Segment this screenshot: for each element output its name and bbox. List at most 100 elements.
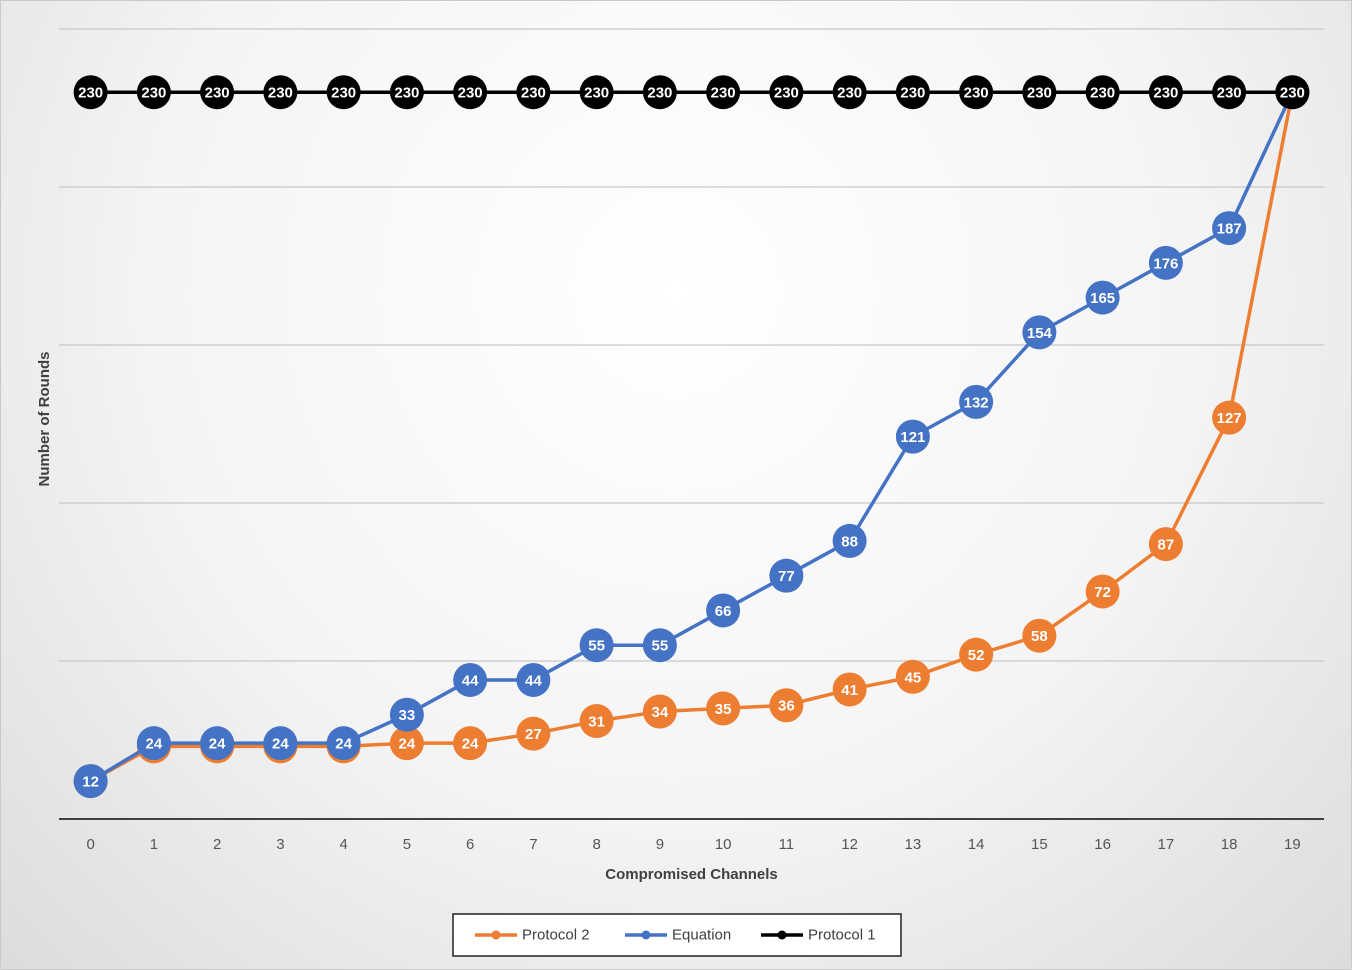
data-point bbox=[1085, 574, 1120, 609]
legend-marker bbox=[491, 930, 501, 940]
data-label: 132 bbox=[964, 394, 989, 411]
data-point bbox=[389, 726, 424, 761]
data-point bbox=[453, 75, 488, 110]
legend: Protocol 2 Equation Protocol 1 bbox=[452, 913, 902, 957]
x-tick-label: 19 bbox=[1284, 836, 1301, 853]
data-label: 24 bbox=[462, 736, 479, 753]
data-point bbox=[895, 659, 930, 694]
data-label: 24 bbox=[146, 736, 163, 753]
legend-label: Protocol 2 bbox=[522, 927, 590, 944]
data-label: 230 bbox=[1090, 85, 1115, 102]
data-point bbox=[1275, 75, 1310, 110]
data-point bbox=[326, 75, 361, 110]
data-point bbox=[706, 75, 741, 110]
x-tick-label: 15 bbox=[1031, 836, 1048, 853]
data-point bbox=[1022, 315, 1057, 350]
data-label: 230 bbox=[647, 85, 672, 102]
legend-box bbox=[452, 913, 902, 957]
legend-marker bbox=[641, 930, 651, 940]
data-point bbox=[516, 662, 551, 697]
data-label: 230 bbox=[774, 85, 799, 102]
data-point bbox=[453, 662, 488, 697]
data-label: 31 bbox=[588, 714, 605, 731]
data-label: 55 bbox=[652, 638, 669, 655]
x-tick-label: 8 bbox=[592, 836, 600, 853]
gridlines bbox=[59, 28, 1324, 662]
data-label: 165 bbox=[1090, 290, 1115, 307]
x-tick-label: 6 bbox=[466, 836, 474, 853]
data-label: 230 bbox=[458, 85, 483, 102]
data-label: 230 bbox=[1153, 85, 1178, 102]
data-label: 127 bbox=[1217, 410, 1242, 427]
data-point bbox=[200, 75, 235, 110]
data-point bbox=[642, 694, 677, 729]
series-line bbox=[89, 91, 1295, 783]
data-label: 230 bbox=[1280, 85, 1305, 102]
x-tick-label: 7 bbox=[529, 836, 537, 853]
x-tick-label: 5 bbox=[403, 836, 411, 853]
data-label: 24 bbox=[399, 736, 416, 753]
data-point bbox=[1022, 75, 1057, 110]
data-label: 88 bbox=[841, 533, 858, 550]
x-tick-label: 18 bbox=[1221, 836, 1238, 853]
data-label: 154 bbox=[1027, 325, 1053, 342]
data-label: 52 bbox=[968, 647, 985, 664]
data-point bbox=[832, 672, 867, 707]
x-axis-title: Compromised Channels bbox=[605, 866, 778, 883]
data-label: 230 bbox=[394, 85, 419, 102]
data-point bbox=[389, 75, 424, 110]
x-tick-label: 2 bbox=[213, 836, 221, 853]
data-label: 66 bbox=[715, 603, 732, 620]
data-label: 58 bbox=[1031, 628, 1048, 645]
data-point bbox=[1148, 527, 1183, 562]
data-point bbox=[136, 726, 171, 761]
axes: 0 1 2 3 4 5 6 7 8 9 10 11 12 13 14 15 16 17 18 19 bbox=[59, 818, 1324, 853]
data-label: 230 bbox=[1217, 85, 1242, 102]
data-label: 230 bbox=[964, 85, 989, 102]
data-point bbox=[579, 704, 614, 739]
data-point bbox=[263, 75, 298, 110]
data-point bbox=[832, 523, 867, 558]
data-point bbox=[516, 716, 551, 751]
series-line bbox=[89, 91, 1294, 783]
data-point bbox=[959, 75, 994, 110]
x-tick-label: 16 bbox=[1094, 836, 1111, 853]
data-label: 230 bbox=[900, 85, 925, 102]
series-equation: 12 24 24 24 24 33 44 44 55 55 66 77 88 121 132 154 165 17… bbox=[73, 75, 1310, 799]
x-tick-label: 10 bbox=[715, 836, 732, 853]
data-point bbox=[1212, 211, 1247, 246]
data-point bbox=[832, 75, 867, 110]
data-label: 230 bbox=[78, 85, 103, 102]
data-point bbox=[895, 419, 930, 454]
x-tick-label: 0 bbox=[86, 836, 94, 853]
data-point bbox=[453, 726, 488, 761]
data-point bbox=[642, 628, 677, 663]
x-tick-label: 17 bbox=[1158, 836, 1175, 853]
data-label: 187 bbox=[1217, 221, 1242, 238]
data-point bbox=[1085, 75, 1120, 110]
data-label: 230 bbox=[584, 85, 609, 102]
data-label: 230 bbox=[521, 85, 546, 102]
legend-label: Equation bbox=[672, 927, 731, 944]
legend-marker bbox=[777, 930, 787, 940]
data-point bbox=[959, 384, 994, 419]
data-point bbox=[516, 75, 551, 110]
data-point bbox=[1148, 245, 1183, 280]
data-point bbox=[895, 75, 930, 110]
data-label: 230 bbox=[331, 85, 356, 102]
data-point bbox=[1085, 280, 1120, 315]
data-point bbox=[769, 558, 804, 593]
data-label: 230 bbox=[837, 85, 862, 102]
series-protocol-1: 230 230 230 230 230 230 230 230 230 230 230 230 230 2… bbox=[73, 75, 1310, 110]
data-point bbox=[1148, 75, 1183, 110]
data-point bbox=[73, 764, 108, 799]
data-label: 176 bbox=[1153, 255, 1178, 272]
data-point bbox=[769, 688, 804, 723]
data-label: 35 bbox=[715, 701, 732, 718]
x-tick-label: 1 bbox=[150, 836, 158, 853]
data-label: 24 bbox=[335, 736, 352, 753]
x-tick-label: 13 bbox=[905, 836, 922, 853]
data-point bbox=[1212, 75, 1247, 110]
y-axis-title: Number of Rounds bbox=[36, 352, 53, 487]
